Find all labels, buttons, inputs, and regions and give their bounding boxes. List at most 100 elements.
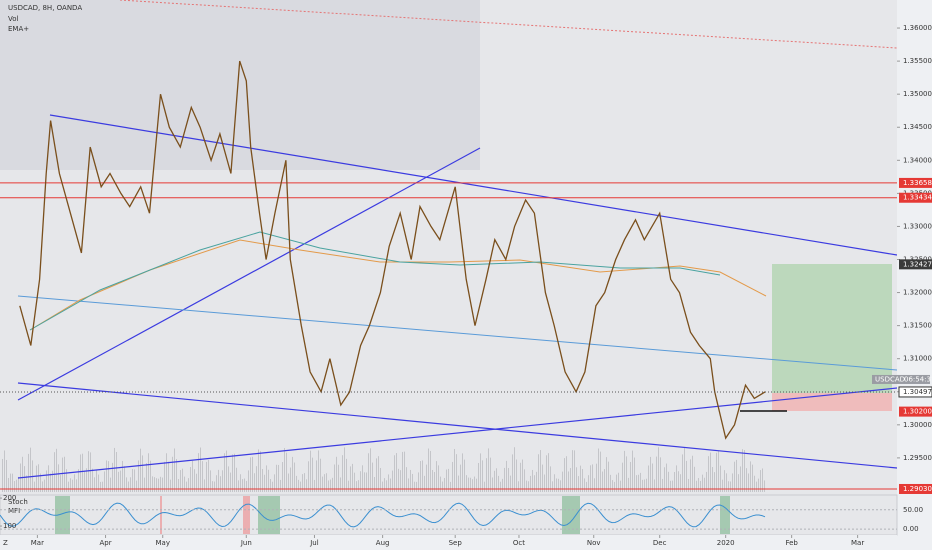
- volume-bar: [74, 474, 75, 492]
- volume-bar: [332, 477, 333, 492]
- price-tag-label: 1.29030: [903, 485, 932, 493]
- volume-bar: [660, 457, 661, 492]
- volume-bar: [322, 476, 323, 492]
- volume-bar: [106, 460, 107, 492]
- volume-bar: [266, 465, 267, 492]
- volume-bar: [174, 448, 175, 492]
- price-line: [19, 60, 766, 440]
- trend-line: [17, 382, 898, 469]
- volume-bar: [230, 472, 231, 492]
- volume-bar: [482, 460, 483, 492]
- volume-bar: [514, 447, 515, 492]
- volume-bar: [714, 472, 715, 492]
- volume-bar: [54, 452, 55, 492]
- x-tick-label: Oct: [513, 539, 525, 547]
- volume-bar: [18, 476, 19, 492]
- volume-bar: [628, 477, 629, 492]
- x-tick-label: Dec: [653, 539, 667, 547]
- volume-bar: [376, 458, 377, 492]
- volume-bar: [734, 461, 735, 492]
- volume-bar: [592, 464, 593, 492]
- volume-bar: [342, 455, 343, 492]
- volume-bar: [432, 469, 433, 492]
- volume-bar: [390, 478, 391, 492]
- volume-bar: [228, 466, 229, 492]
- oscillator-line: [0, 502, 766, 528]
- volume-bar: [718, 450, 719, 492]
- current-time: 06:54:31: [904, 375, 932, 383]
- volume-bar: [286, 452, 287, 492]
- volume-bar: [130, 477, 131, 492]
- volume-bar: [474, 476, 475, 492]
- volume-bar: [180, 470, 181, 492]
- volume-bar: [4, 450, 5, 492]
- volume-bar: [522, 459, 523, 492]
- volume-bar: [72, 479, 73, 492]
- volume-bar: [14, 481, 15, 492]
- x-tick-label: Mar: [851, 539, 864, 547]
- volume-bar: [684, 448, 685, 492]
- volume-bar: [136, 480, 137, 492]
- volume-bar: [312, 457, 313, 492]
- volume-bar: [558, 478, 559, 492]
- volume-bar: [386, 480, 387, 492]
- volume-bar: [250, 457, 251, 492]
- volume-bar: [410, 469, 411, 492]
- volume-bar: [520, 462, 521, 492]
- price-tag: [899, 177, 932, 188]
- volume-bar: [746, 468, 747, 492]
- volume-bar: [234, 453, 235, 492]
- volume-bar: [424, 475, 425, 492]
- volume-bar: [328, 480, 329, 492]
- volume-bar: [532, 469, 533, 492]
- volume-bar: [160, 476, 161, 492]
- volume-bar: [58, 464, 59, 492]
- volume-bar: [492, 477, 493, 492]
- volume-bar: [464, 459, 465, 492]
- oscillator-pane: [0, 494, 898, 536]
- volume-bar: [494, 470, 495, 492]
- shaded-region: [0, 0, 480, 170]
- volume-bar: [176, 458, 177, 492]
- price-tag: [899, 259, 932, 270]
- volume-bar: [596, 463, 597, 492]
- volume-bar: [382, 481, 383, 492]
- volume-bar: [568, 471, 569, 492]
- volume-bar: [526, 480, 527, 492]
- volume-bar: [212, 481, 213, 492]
- volume-bar: [30, 447, 31, 492]
- oscillator-label: Stoch: [8, 498, 28, 506]
- volume-bar: [102, 481, 103, 492]
- x-tick-label: Feb: [785, 539, 798, 547]
- volume-bar: [290, 467, 291, 492]
- volume-bar: [624, 450, 625, 492]
- volume-bar: [654, 479, 655, 492]
- volume-bar: [244, 478, 245, 492]
- stop-zone: [772, 393, 892, 411]
- volume-bar: [480, 453, 481, 492]
- volume-bar: [278, 464, 279, 492]
- volume-bar: [580, 465, 581, 492]
- volume-bar: [682, 454, 683, 492]
- volume-bar: [664, 467, 665, 492]
- volume-bar: [570, 468, 571, 492]
- volume-bar: [330, 479, 331, 492]
- volume-bar: [562, 471, 563, 492]
- volume-bar: [108, 461, 109, 492]
- volume-bar: [724, 470, 725, 492]
- volume-bar: [412, 473, 413, 492]
- y-tick-label: 1.31000: [903, 355, 932, 363]
- osc-tick-label-right: 0.00: [903, 525, 919, 533]
- volume-bar: [84, 470, 85, 492]
- volume-bar: [178, 479, 179, 492]
- volume-bar: [208, 459, 209, 492]
- price-tag-label: 1.30200: [903, 408, 932, 416]
- volume-bar: [194, 469, 195, 492]
- volume-bar: [314, 479, 315, 492]
- y-tick-label: 1.34000: [903, 156, 932, 164]
- volume-bar: [472, 479, 473, 492]
- volume-bar: [356, 481, 357, 492]
- volume-bar: [400, 470, 401, 492]
- volume-bar: [346, 458, 347, 492]
- volume-bar: [430, 450, 431, 492]
